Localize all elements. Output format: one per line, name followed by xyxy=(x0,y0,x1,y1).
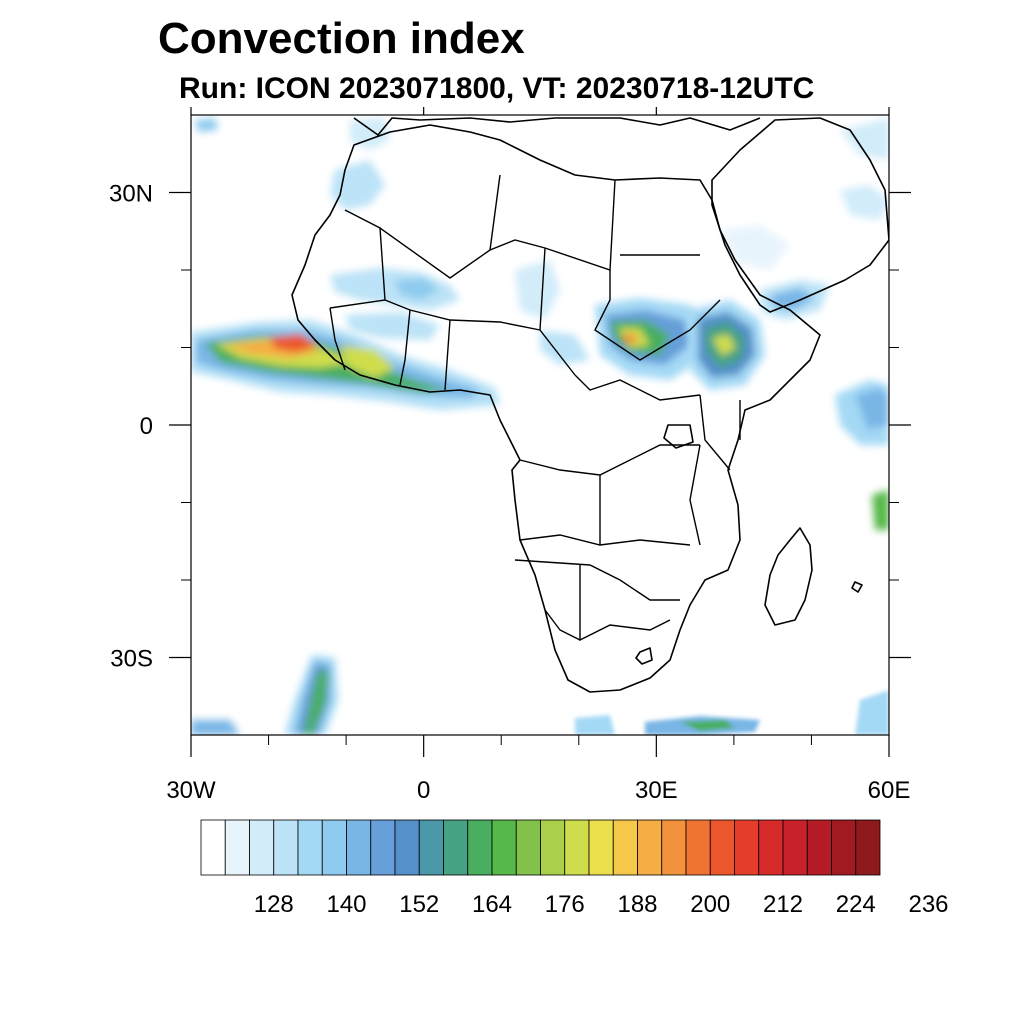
colorbar-tick-label: 236 xyxy=(908,891,948,918)
arabia-coastline xyxy=(711,117,889,313)
field-sahel xyxy=(330,260,590,365)
colorbar-swatch xyxy=(709,819,735,876)
colorbar-tick-label: 188 xyxy=(617,891,657,918)
y-tick-label: 30S xyxy=(110,646,153,673)
colorbar-tick-label: 176 xyxy=(545,891,585,918)
colorbar-swatch xyxy=(249,819,275,876)
colorbar-swatch xyxy=(467,819,493,876)
colorbar-swatch xyxy=(273,819,299,876)
africa-coastline xyxy=(291,124,821,693)
field-south-sudan xyxy=(595,298,710,380)
colorbar: 128 140 152 164 176 188 200 212 224 236 xyxy=(200,819,949,918)
colorbar-swatch xyxy=(734,819,760,876)
plot-frame xyxy=(190,114,890,736)
colorbar-tick-label: 224 xyxy=(836,891,876,918)
y-tick-label: 0 xyxy=(140,413,153,440)
colorbar-swatch xyxy=(637,819,663,876)
field-ethiopia xyxy=(690,300,765,390)
sri-lanka-island xyxy=(851,581,863,593)
colorbar-swatch xyxy=(346,819,372,876)
colorbar-swatch xyxy=(321,819,347,876)
colorbar-tick-label: 212 xyxy=(763,891,803,918)
field-south-atlantic xyxy=(191,655,338,735)
colorbar-swatch xyxy=(515,819,541,876)
field-arabia xyxy=(720,185,889,320)
colorbar-swatch xyxy=(443,819,469,876)
y-tick-label: 30N xyxy=(109,181,153,208)
chart-title: Convection index xyxy=(158,14,525,63)
colorbar-swatch xyxy=(855,819,881,876)
x-tick-label: 0 xyxy=(417,777,430,804)
field-west-atlantic xyxy=(191,320,500,410)
madagascar-coastline xyxy=(764,527,813,626)
colorbar-swatch xyxy=(831,819,857,876)
field-indian-ocean xyxy=(835,118,889,530)
colorbar-tick-label: 152 xyxy=(399,891,439,918)
x-tick-label: 30W xyxy=(166,777,216,804)
colorbar-swatch xyxy=(806,819,832,876)
x-tick-label: 60E xyxy=(868,777,911,804)
colorbar-swatch xyxy=(491,819,517,876)
colorbar-tick-label: 200 xyxy=(690,891,730,918)
colorbar-swatch xyxy=(661,819,687,876)
country-borders-layer xyxy=(329,174,741,642)
coastline-layer xyxy=(291,117,889,693)
colorbar-swatch xyxy=(418,819,444,876)
field-morocco xyxy=(195,118,390,210)
colorbar-tick-label: 140 xyxy=(326,891,366,918)
colorbar-swatch xyxy=(782,819,808,876)
chart-subtitle: Run: ICON 2023071800, VT: 20230718-12UTC xyxy=(179,72,815,105)
colorbar-swatch xyxy=(370,819,396,876)
colorbar-swatch xyxy=(394,819,420,876)
colorbar-tick-label: 164 xyxy=(472,891,512,918)
colorbar-swatch xyxy=(612,819,638,876)
field-southern-band xyxy=(575,690,889,735)
lesotho-border xyxy=(635,647,653,665)
colorbar-swatch xyxy=(200,819,226,876)
colorbar-swatch xyxy=(564,819,590,876)
europe-coastline xyxy=(353,117,761,136)
colorbar-tick-label: 128 xyxy=(254,891,294,918)
colorbar-swatch xyxy=(758,819,784,876)
colorbar-swatch xyxy=(685,819,711,876)
x-tick-label: 30E xyxy=(635,777,678,804)
colorbar-swatch xyxy=(297,819,323,876)
colorbar-swatch xyxy=(540,819,566,876)
convection-field-layer xyxy=(191,118,889,735)
colorbar-swatch xyxy=(224,819,250,876)
colorbar-swatch xyxy=(588,819,614,876)
axes: 30W 0 30E 60E 30N 0 30S xyxy=(109,107,911,804)
